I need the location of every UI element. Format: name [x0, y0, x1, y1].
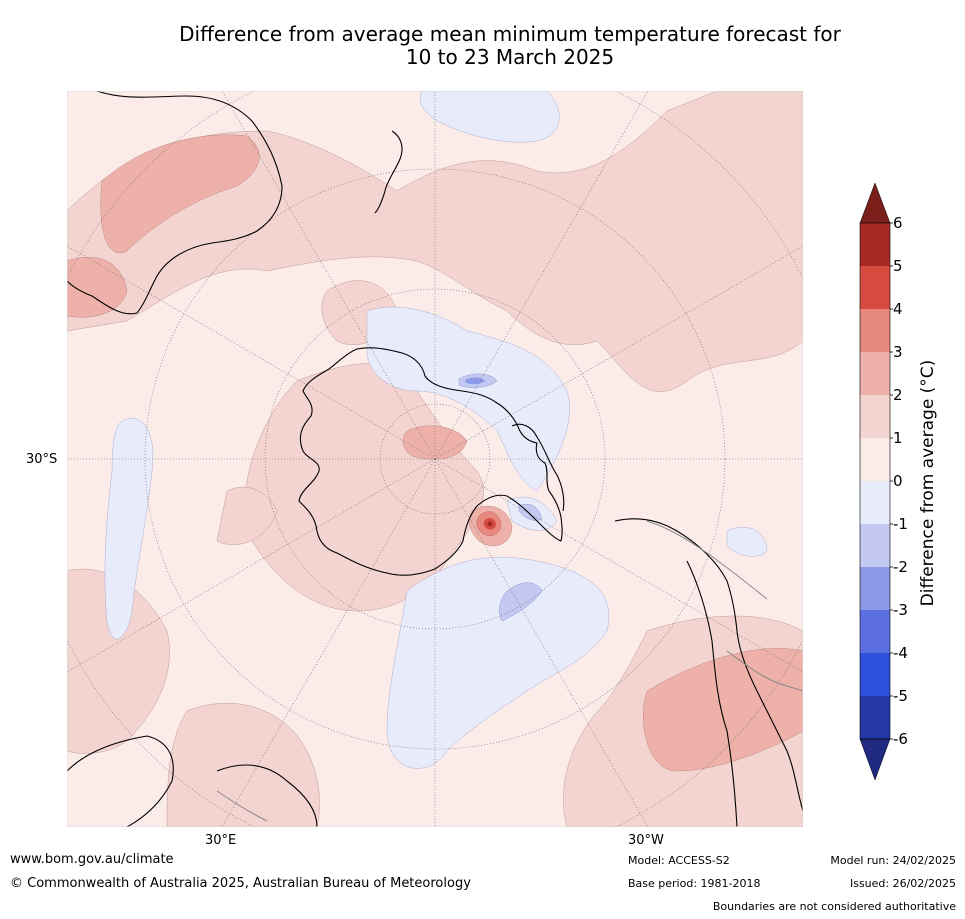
colorbar: [859, 182, 893, 781]
colorbar-band-5-6: [860, 223, 890, 266]
anomaly-minus-1-to-0-regions: [104, 91, 768, 769]
colorbar-band-m6-m5: [860, 696, 890, 739]
bom-url[interactable]: www.bom.gov.au/climate: [10, 852, 174, 867]
antarctica-coastline: [298, 347, 563, 576]
colorbar-tick-m1: -1: [893, 515, 908, 533]
south-america-west-coastline: [686, 560, 738, 827]
colorbar-band-2-3: [860, 352, 890, 395]
madagascar-coastline: [216, 764, 318, 827]
colorbar-band-m2-m1: [860, 524, 890, 567]
colorbar-tick-m5: -5: [893, 687, 908, 705]
africa-coastline: [67, 735, 174, 827]
coastlines: [67, 91, 803, 827]
colorbar-tick-2: 2: [893, 386, 903, 404]
colorbar-tick-5: 5: [893, 257, 903, 275]
copyright-text: © Commonwealth of Australia 2025, Austra…: [10, 876, 471, 891]
base-period-text: Base period: 1981-2018: [628, 877, 761, 890]
colorbar-band-1-2: [860, 395, 890, 438]
lat-30s-label: 30°S: [26, 452, 58, 467]
antarctic-peninsula-coastline: [511, 423, 565, 512]
boundaries-disclaimer: Boundaries are not considered authoritat…: [712, 900, 956, 913]
issued-text: Issued: 26/02/2025: [849, 877, 956, 890]
anomaly-2-to-3-regions: [67, 134, 803, 772]
colorbar-top-triangle: [859, 182, 891, 224]
colorbar-band-4-5: [860, 266, 890, 309]
colorbar-band-m4-m3: [860, 610, 890, 653]
antarctic-map: [67, 91, 803, 827]
south-america-coastline: [614, 518, 803, 812]
lon-30e-label: 30°E: [205, 833, 237, 848]
colorbar-band-3-4: [860, 309, 890, 352]
australia-coastline: [67, 91, 283, 315]
lon-30w-label: 30°W: [628, 833, 664, 848]
new-zealand-coastline: [374, 130, 403, 214]
colorbar-tick-3: 3: [893, 343, 903, 361]
model-run-text: Model run: 24/02/2025: [830, 854, 956, 867]
colorbar-tick-m3: -3: [893, 601, 908, 619]
gray-boundaries: [216, 520, 803, 822]
colorbar-tick-6: 6: [893, 214, 903, 232]
colorbar-band-m3-m2: [860, 567, 890, 610]
colorbar-band-0-1: [860, 438, 890, 481]
colorbar-tick-m6: -6: [893, 730, 908, 748]
colorbar-tick-m4: -4: [893, 644, 908, 662]
colorbar-tick-m2: -2: [893, 558, 908, 576]
model-text: Model: ACCESS-S2: [628, 854, 730, 867]
colorbar-bottom-triangle: [859, 738, 891, 781]
title-line-2: 10 to 23 March 2025: [405, 45, 615, 69]
colorbar-tick-0: 0: [893, 472, 903, 490]
colorbar-band-m5-m4: [860, 653, 890, 696]
colorbar-tick-1: 1: [893, 429, 903, 447]
title-line-1: Difference from average mean minimum tem…: [179, 22, 841, 46]
anomaly-3-to-5-regions: [476, 511, 502, 536]
colorbar-title: Difference from average (°C): [918, 359, 938, 607]
colorbar-tick-4: 4: [893, 300, 903, 318]
colorbar-band-m1-0: [860, 481, 890, 524]
anomaly-minus-3-to-minus-2-regions: [465, 377, 485, 385]
